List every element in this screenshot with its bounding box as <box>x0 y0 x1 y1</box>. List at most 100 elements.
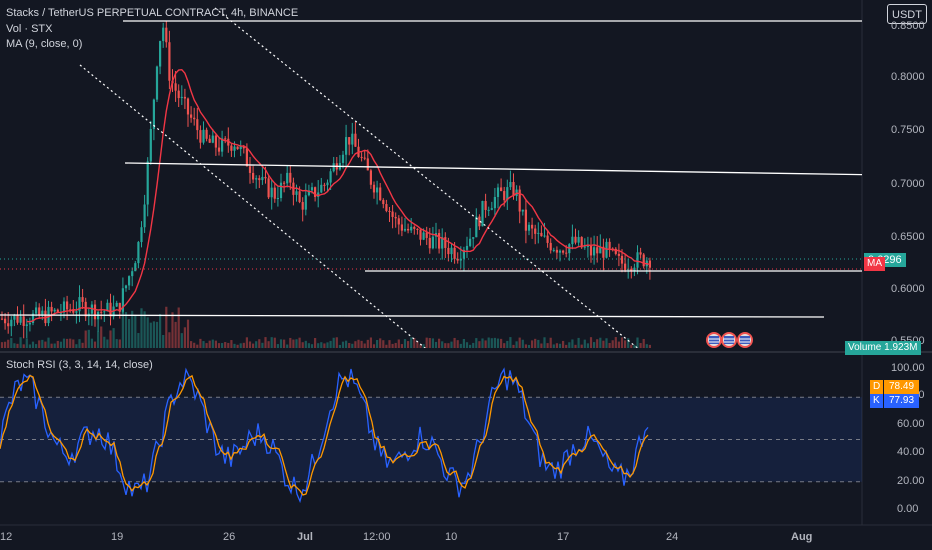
volume-bar <box>583 339 586 348</box>
candle-body <box>472 237 475 239</box>
candle-body <box>248 166 252 173</box>
volume-bar <box>13 343 16 348</box>
candle-body <box>599 246 602 254</box>
volume-bar <box>419 344 422 348</box>
volume-bar <box>620 337 624 348</box>
candle-body <box>589 245 593 256</box>
candle-body <box>348 137 351 145</box>
volume-bar <box>103 336 106 348</box>
volume-bar <box>345 340 348 348</box>
candle-body <box>465 245 469 250</box>
price-axis-tick: 0.8000 <box>891 71 925 83</box>
candle-body <box>286 172 289 184</box>
volume-bar <box>369 337 372 348</box>
volume-bar <box>385 344 388 348</box>
candle-body <box>146 161 149 205</box>
volume-bar <box>264 337 267 348</box>
channel-line-lower[interactable] <box>79 64 430 352</box>
volume-bar <box>66 338 69 348</box>
candle-body <box>310 187 314 191</box>
candle-body <box>413 226 416 229</box>
candle-body <box>636 252 639 268</box>
volume-bar <box>379 338 382 348</box>
candle-body <box>239 146 242 150</box>
volume-bar <box>580 344 583 348</box>
candle-body <box>617 253 620 256</box>
stoch-rsi-lines[interactable] <box>0 367 649 504</box>
volume-bar <box>270 337 273 348</box>
volume-bar <box>146 317 149 348</box>
volume-bar <box>531 340 534 348</box>
volume-legend[interactable]: Vol · STX <box>6 23 53 35</box>
ma-legend[interactable]: MA (9, close, 0) <box>6 38 83 50</box>
candle-body <box>214 135 217 148</box>
stoch-rsi-axis-tick: 100.00 <box>891 362 925 374</box>
candle-body <box>397 218 400 225</box>
volume-bar <box>450 341 453 348</box>
stoch-k-value: 77.93 <box>884 394 920 408</box>
volume-bar <box>341 341 345 348</box>
ma-polyline <box>26 68 651 323</box>
volume-bar <box>335 337 338 348</box>
candle-body <box>16 314 19 323</box>
stoch-rsi-legend[interactable]: Stoch RSI (3, 3, 14, 14, close) <box>6 359 153 371</box>
volume-bar <box>298 337 301 348</box>
volume-bar <box>540 343 543 348</box>
volume-bar <box>512 344 515 348</box>
volume-bar <box>558 343 562 348</box>
volume-bar <box>537 339 540 348</box>
volume-bar <box>279 339 283 348</box>
volume-bar <box>611 340 614 348</box>
horizontal-line-bottom[interactable] <box>0 314 825 318</box>
volume-bar <box>106 339 109 348</box>
candle-body <box>279 182 283 199</box>
moving-average-line[interactable] <box>26 68 651 323</box>
candle-body <box>41 310 44 316</box>
candle-body <box>540 232 543 237</box>
price-axis-tick: 0.7000 <box>891 178 925 190</box>
currency-button[interactable]: USDT <box>887 4 927 24</box>
candle-body <box>106 302 109 312</box>
volume-bar <box>462 338 465 348</box>
volume-bar <box>524 344 527 348</box>
candle-body <box>307 190 310 196</box>
volume-bar <box>639 343 642 348</box>
candle-body <box>512 181 515 197</box>
volume-bar <box>93 341 97 348</box>
volume-bar <box>292 339 295 348</box>
volume-bar <box>50 343 53 348</box>
symbol-title[interactable]: Stacks / TetherUS PERPETUAL CONTRACT, 4h… <box>6 7 299 19</box>
volume-bar <box>416 341 419 348</box>
volume-bar <box>453 337 456 348</box>
volume-bar <box>338 344 341 348</box>
volume-bar <box>400 344 403 348</box>
event-icon-us-flag[interactable] <box>721 332 737 348</box>
drawing-tools[interactable] <box>0 7 885 352</box>
candle-body <box>270 187 273 198</box>
volume-bar <box>25 338 28 348</box>
event-icon-us-flag[interactable] <box>706 332 722 348</box>
candle-body <box>233 146 236 151</box>
channel-line-upper[interactable] <box>214 7 640 350</box>
volume-bar <box>28 344 31 348</box>
volume-bar <box>174 321 177 348</box>
candle-body <box>379 187 382 201</box>
volume-bar <box>441 341 444 348</box>
candle-body <box>242 146 245 149</box>
candle-body <box>258 178 261 181</box>
volume-bar <box>143 311 146 348</box>
candle-body <box>524 209 527 231</box>
candle-body <box>345 137 348 155</box>
event-icon-us-flag[interactable] <box>737 332 753 348</box>
stoch-d-label: D <box>870 380 884 394</box>
trend-line-resistance[interactable] <box>124 162 885 176</box>
volume-bar <box>515 341 518 348</box>
volume-bar <box>183 327 186 348</box>
volume-bar <box>239 343 242 348</box>
candle-body <box>602 246 605 258</box>
economic-events[interactable] <box>706 332 753 348</box>
candle-body <box>385 204 388 211</box>
volume-bar <box>593 342 596 348</box>
candle-body <box>583 246 586 248</box>
